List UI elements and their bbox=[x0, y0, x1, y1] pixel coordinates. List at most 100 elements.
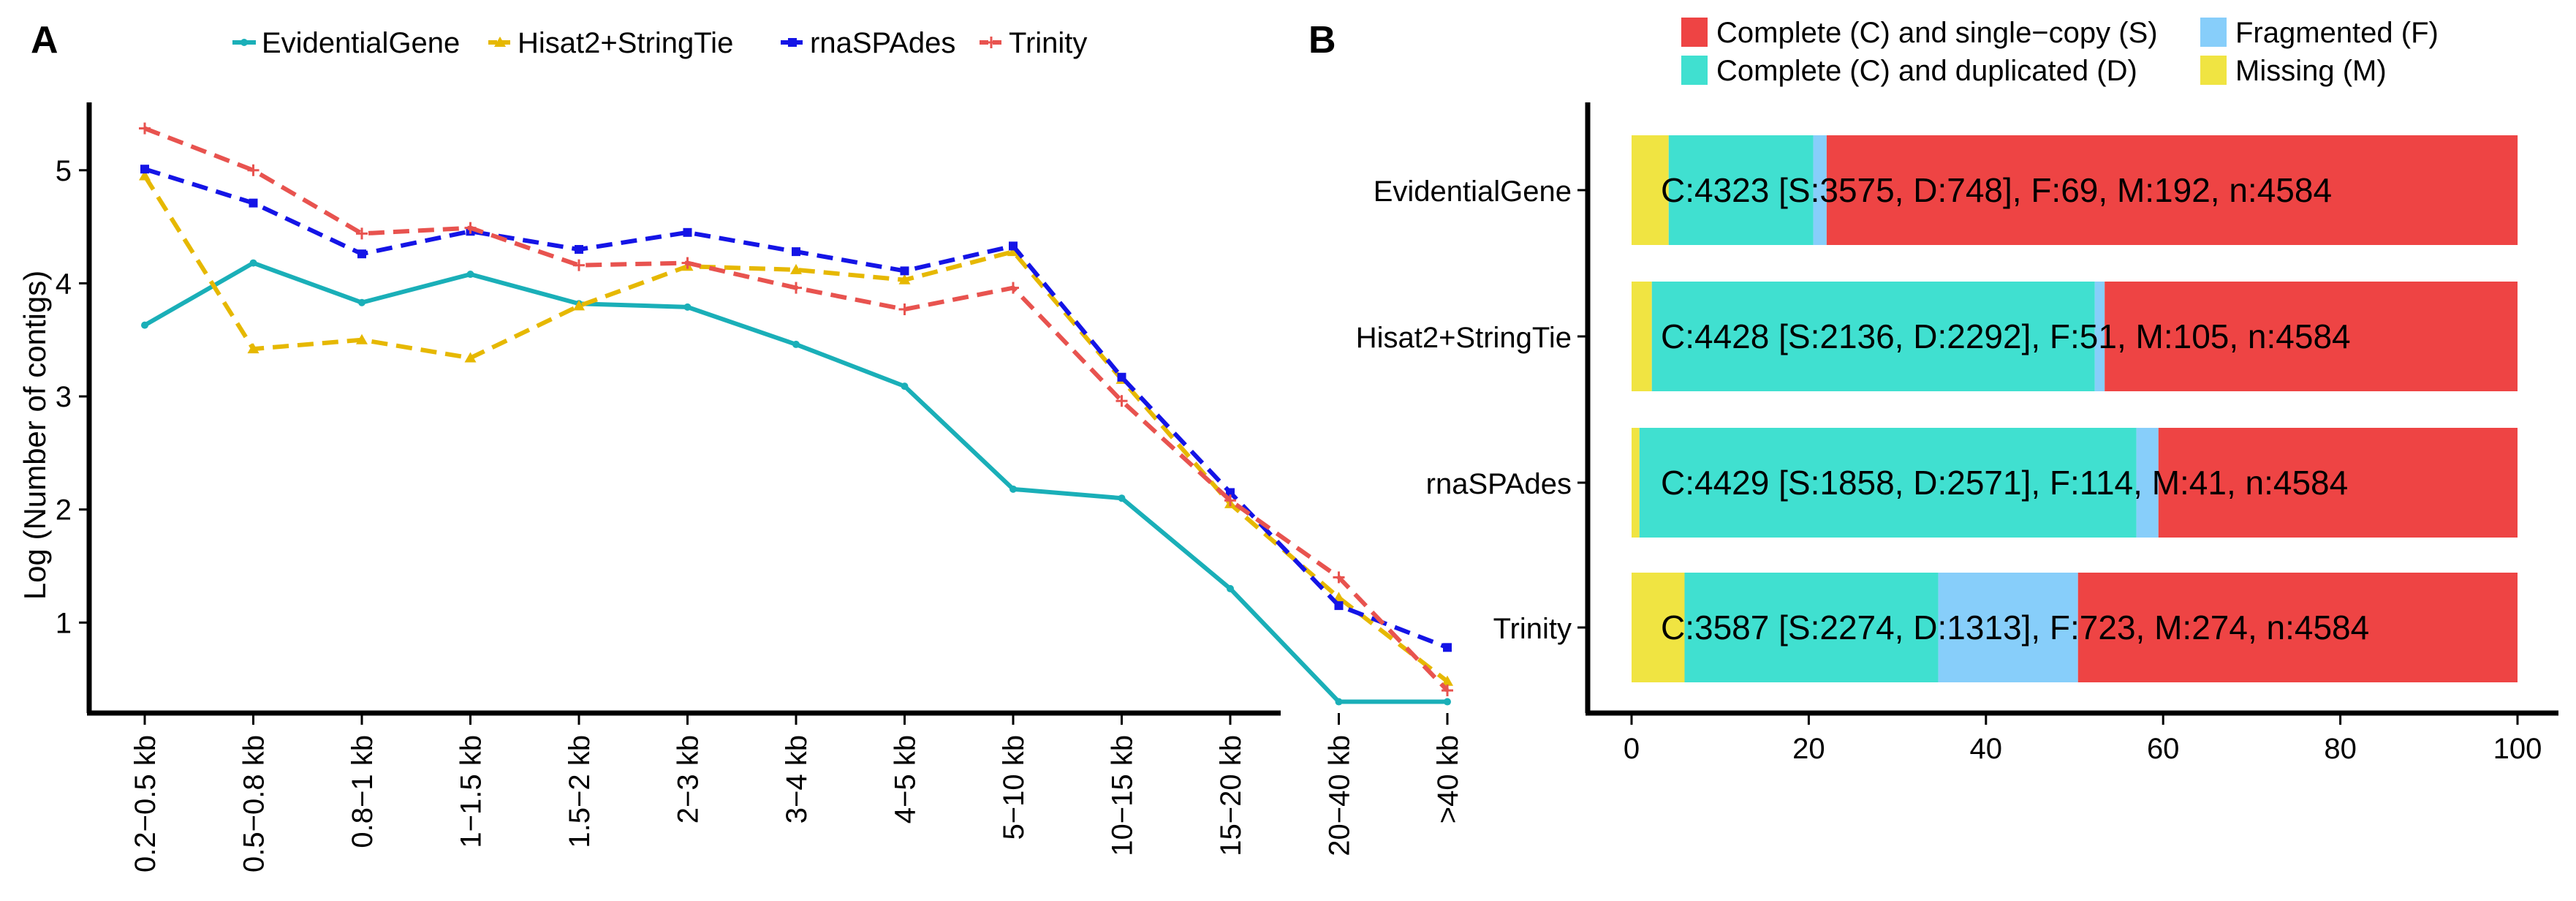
point-rnaspades bbox=[140, 165, 149, 174]
panel-a-y-tick-label: 1 bbox=[56, 607, 72, 639]
legend-marker-trinity bbox=[985, 37, 997, 48]
point-hisat2-stringtie bbox=[464, 352, 477, 363]
point-rnaspades bbox=[249, 198, 258, 208]
bar-segment-fragmented-f bbox=[2094, 282, 2105, 391]
panel-a-x-tick-label: >40 kb bbox=[1432, 735, 1464, 823]
legend-marker-rnaspades bbox=[788, 38, 797, 47]
bar-segment-complete-c-and-duplicated-d bbox=[1684, 573, 1939, 682]
panel-a-y-tick-label: 4 bbox=[56, 268, 72, 300]
panel-a-x-tick-label: 0.2−0.5 kb bbox=[129, 735, 162, 872]
bar-segment-complete-c-and-duplicated-d bbox=[1639, 428, 2137, 538]
legend-item-rnaspades: rnaSPAdes bbox=[781, 27, 955, 59]
legend-label-evidentialgene: EvidentialGene bbox=[262, 27, 460, 59]
panel-b-x-tick-label: 0 bbox=[1624, 733, 1640, 765]
point-trinity bbox=[139, 122, 151, 135]
panel-a-y-axis-title: Log (Number of contigs) bbox=[18, 271, 52, 600]
legend-swatch-fragmented-f bbox=[2200, 18, 2227, 47]
panel-a-x-tick-label: 0.8−1 kb bbox=[346, 735, 379, 848]
point-trinity bbox=[464, 222, 477, 234]
series-rnaspades bbox=[140, 165, 1452, 652]
point-evidentialgene bbox=[358, 298, 365, 306]
legend-label-missing-m: Missing (M) bbox=[2235, 55, 2387, 87]
point-evidentialgene bbox=[1118, 494, 1126, 502]
legend-item-missing-m: Missing (M) bbox=[2200, 55, 2387, 87]
point-rnaspades bbox=[575, 245, 583, 255]
panel-a-x-tick-label: 1−1.5 kb bbox=[455, 735, 488, 848]
point-evidentialgene bbox=[683, 303, 692, 311]
point-rnaspades bbox=[1443, 643, 1452, 652]
point-hisat2-stringtie bbox=[790, 263, 802, 274]
point-hisat2-stringtie bbox=[139, 170, 151, 181]
bar-segment-fragmented-f bbox=[1938, 573, 2078, 682]
point-evidentialgene bbox=[1335, 698, 1343, 706]
legend-marker-hisat2-stringtie bbox=[494, 37, 506, 47]
panel-b-y-tick-label: rnaSPAdes bbox=[1426, 468, 1572, 500]
bar-segment-fragmented-f bbox=[2136, 428, 2159, 538]
bar-segment-missing-m bbox=[1632, 428, 1640, 538]
panel-a-x-tick-label: 4−5 kb bbox=[890, 735, 922, 823]
legend-item-evidentialgene: EvidentialGene bbox=[232, 27, 460, 59]
legend-label-complete-c-and-duplicated-d: Complete (C) and duplicated (D) bbox=[1716, 55, 2137, 87]
panel-b-x-tick-label: 20 bbox=[1792, 733, 1825, 765]
legend-swatch-complete-c-and-single-copy-s bbox=[1681, 18, 1708, 47]
point-evidentialgene bbox=[1009, 485, 1017, 493]
point-evidentialgene bbox=[1227, 584, 1234, 592]
point-hisat2-stringtie bbox=[1442, 675, 1453, 686]
bar-label: C:4323 [S:3575, D:748], F:69, M:192, n:4… bbox=[1661, 171, 2332, 209]
series-evidentialgene bbox=[141, 259, 1451, 706]
point-hisat2-stringtie bbox=[1007, 246, 1019, 257]
legend-marker-evidentialgene bbox=[240, 39, 248, 46]
point-hisat2-stringtie bbox=[573, 300, 585, 311]
legend-label-complete-c-and-single-copy-s: Complete (C) and single−copy (S) bbox=[1716, 17, 2158, 49]
point-evidentialgene bbox=[466, 271, 474, 279]
panel-a-x-tick-label: 5−10 kb bbox=[998, 735, 1030, 840]
panel-b-x-tick-label: 80 bbox=[2324, 733, 2357, 765]
panel-a-x-tick-label: 20−40 kb bbox=[1324, 735, 1356, 856]
panel-a-legend: EvidentialGene Hisat2+StringTie rnaSPAdes T… bbox=[232, 27, 1087, 59]
point-trinity bbox=[247, 164, 260, 176]
series-trinity bbox=[139, 122, 1453, 697]
series-line-trinity bbox=[143, 126, 1450, 693]
bar-segment-fragmented-f bbox=[1813, 135, 1827, 245]
point-trinity bbox=[790, 282, 802, 294]
legend-swatch-missing-m bbox=[2200, 56, 2227, 85]
point-trinity bbox=[898, 303, 911, 315]
panel-a: A EvidentialGene Hisat2+StringTie rnaSPAde… bbox=[18, 19, 1464, 872]
point-trinity bbox=[1224, 494, 1236, 507]
panel-b-y-tick-label: EvidentialGene bbox=[1374, 176, 1572, 208]
point-trinity bbox=[1442, 685, 1453, 697]
bar-label: C:4429 [S:1858, D:2571], F:114, M:41, n:… bbox=[1661, 464, 2348, 502]
legend-label-trinity: Trinity bbox=[1009, 27, 1087, 59]
bar-group-rnaspades: C:4429 [S:1858, D:2571], F:114, M:41, n:… bbox=[1632, 428, 2518, 538]
bar-label: C:4428 [S:2136, D:2292], F:51, M:105, n:… bbox=[1661, 317, 2351, 355]
panel-b-x-tick-label: 60 bbox=[2147, 733, 2180, 765]
panel-a-label: A bbox=[31, 19, 58, 61]
panel-a-x-tick-label: 0.5−0.8 kb bbox=[238, 735, 270, 872]
bar-segment-missing-m bbox=[1632, 282, 1652, 391]
legend-item-trinity: Trinity bbox=[980, 27, 1087, 59]
point-rnaspades bbox=[1117, 372, 1126, 382]
bar-segment-complete-c-and-single-copy-s bbox=[2077, 573, 2518, 682]
point-evidentialgene bbox=[901, 382, 909, 391]
bar-segment-missing-m bbox=[1632, 135, 1669, 245]
bar-label: C:3587 [S:2274, D:1313], F:723, M:274, n… bbox=[1661, 608, 2369, 646]
panel-b-axes: 0 20 40 60 80 100 EvidentialGene Hisat2+StringT… bbox=[1356, 102, 2558, 765]
bar-group-trinity: C:3587 [S:2274, D:1313], F:723, M:274, n… bbox=[1632, 573, 2518, 682]
point-hisat2-stringtie bbox=[898, 274, 911, 284]
panel-b-bars: C:4323 [S:3575, D:748], F:69, M:192, n:4… bbox=[1632, 135, 2518, 682]
point-evidentialgene bbox=[1444, 698, 1451, 706]
legend-label-hisat2-stringtie: Hisat2+StringTie bbox=[518, 27, 733, 59]
bar-segment-complete-c-and-duplicated-d bbox=[1668, 135, 1814, 245]
point-evidentialgene bbox=[141, 321, 148, 329]
bar-segment-missing-m bbox=[1632, 573, 1685, 682]
legend-label-fragmented-f: Fragmented (F) bbox=[2235, 17, 2439, 49]
point-rnaspades bbox=[1334, 601, 1344, 611]
legend-item-complete-c-and-duplicated-d: Complete (C) and duplicated (D) bbox=[1681, 55, 2137, 87]
bar-group-hisat2-stringtie: C:4428 [S:2136, D:2292], F:51, M:105, n:… bbox=[1632, 282, 2518, 391]
bar-segment-complete-c-and-single-copy-s bbox=[2158, 428, 2518, 538]
point-trinity bbox=[1333, 571, 1345, 584]
panel-b-label: B bbox=[1308, 19, 1336, 61]
point-trinity bbox=[681, 257, 694, 269]
legend-item-complete-c-and-single-copy-s: Complete (C) and single−copy (S) bbox=[1681, 17, 2158, 49]
